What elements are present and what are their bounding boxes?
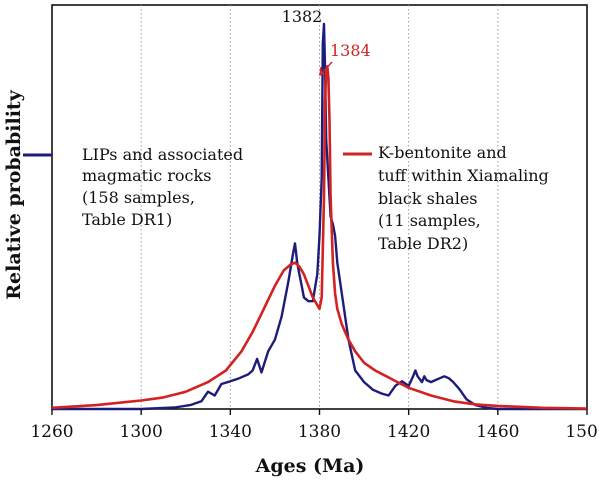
peak-label-1382: 1382 [282, 7, 323, 26]
x-tick-label-1460: 1460 [476, 422, 519, 442]
y-axis-title: Relative probability [3, 89, 25, 299]
legend-kbentonite: K-bentonite and tuff within Xiamaling bl… [343, 143, 549, 253]
x-axis: 1260 1300 1340 1380 1420 1460 1500 [30, 409, 599, 442]
series-line-lips [52, 22, 587, 411]
legend-lips-line-2: magmatic rocks [82, 166, 211, 185]
legend-lips-line-1: LIPs and associated [82, 145, 243, 164]
peak-label-1384: 1384 [330, 41, 371, 60]
series-line-kbentonite [51, 65, 588, 410]
x-tick-label-1340: 1340 [209, 422, 252, 442]
legend-kbentonite-line-5: Table DR2) [378, 234, 468, 253]
x-tick-label-1420: 1420 [387, 422, 430, 442]
legend-kbentonite-line-1: K-bentonite and [378, 143, 507, 162]
x-axis-title: Ages (Ma) [255, 455, 365, 477]
grid-lines [140, 5, 499, 409]
x-tick-label-1500: 1500 [565, 422, 599, 442]
peak-arrow-1384 [319, 61, 333, 76]
legend-lips: LIPs and associated magmatic rocks (158 … [23, 145, 243, 229]
series-lines [51, 22, 588, 411]
x-tick-label-1300: 1300 [120, 422, 163, 442]
legend-lips-line-3: (158 samples, [82, 188, 195, 207]
legend-kbentonite-line-2: tuff within Xiamaling [378, 166, 549, 185]
x-tick-label-1380: 1380 [298, 422, 341, 442]
legend-kbentonite-line-3: black shales [378, 189, 478, 208]
legend-kbentonite-line-4: (11 samples, [378, 211, 481, 230]
x-tick-label-1260: 1260 [30, 422, 73, 442]
legend-lips-line-4: Table DR1) [82, 210, 172, 229]
